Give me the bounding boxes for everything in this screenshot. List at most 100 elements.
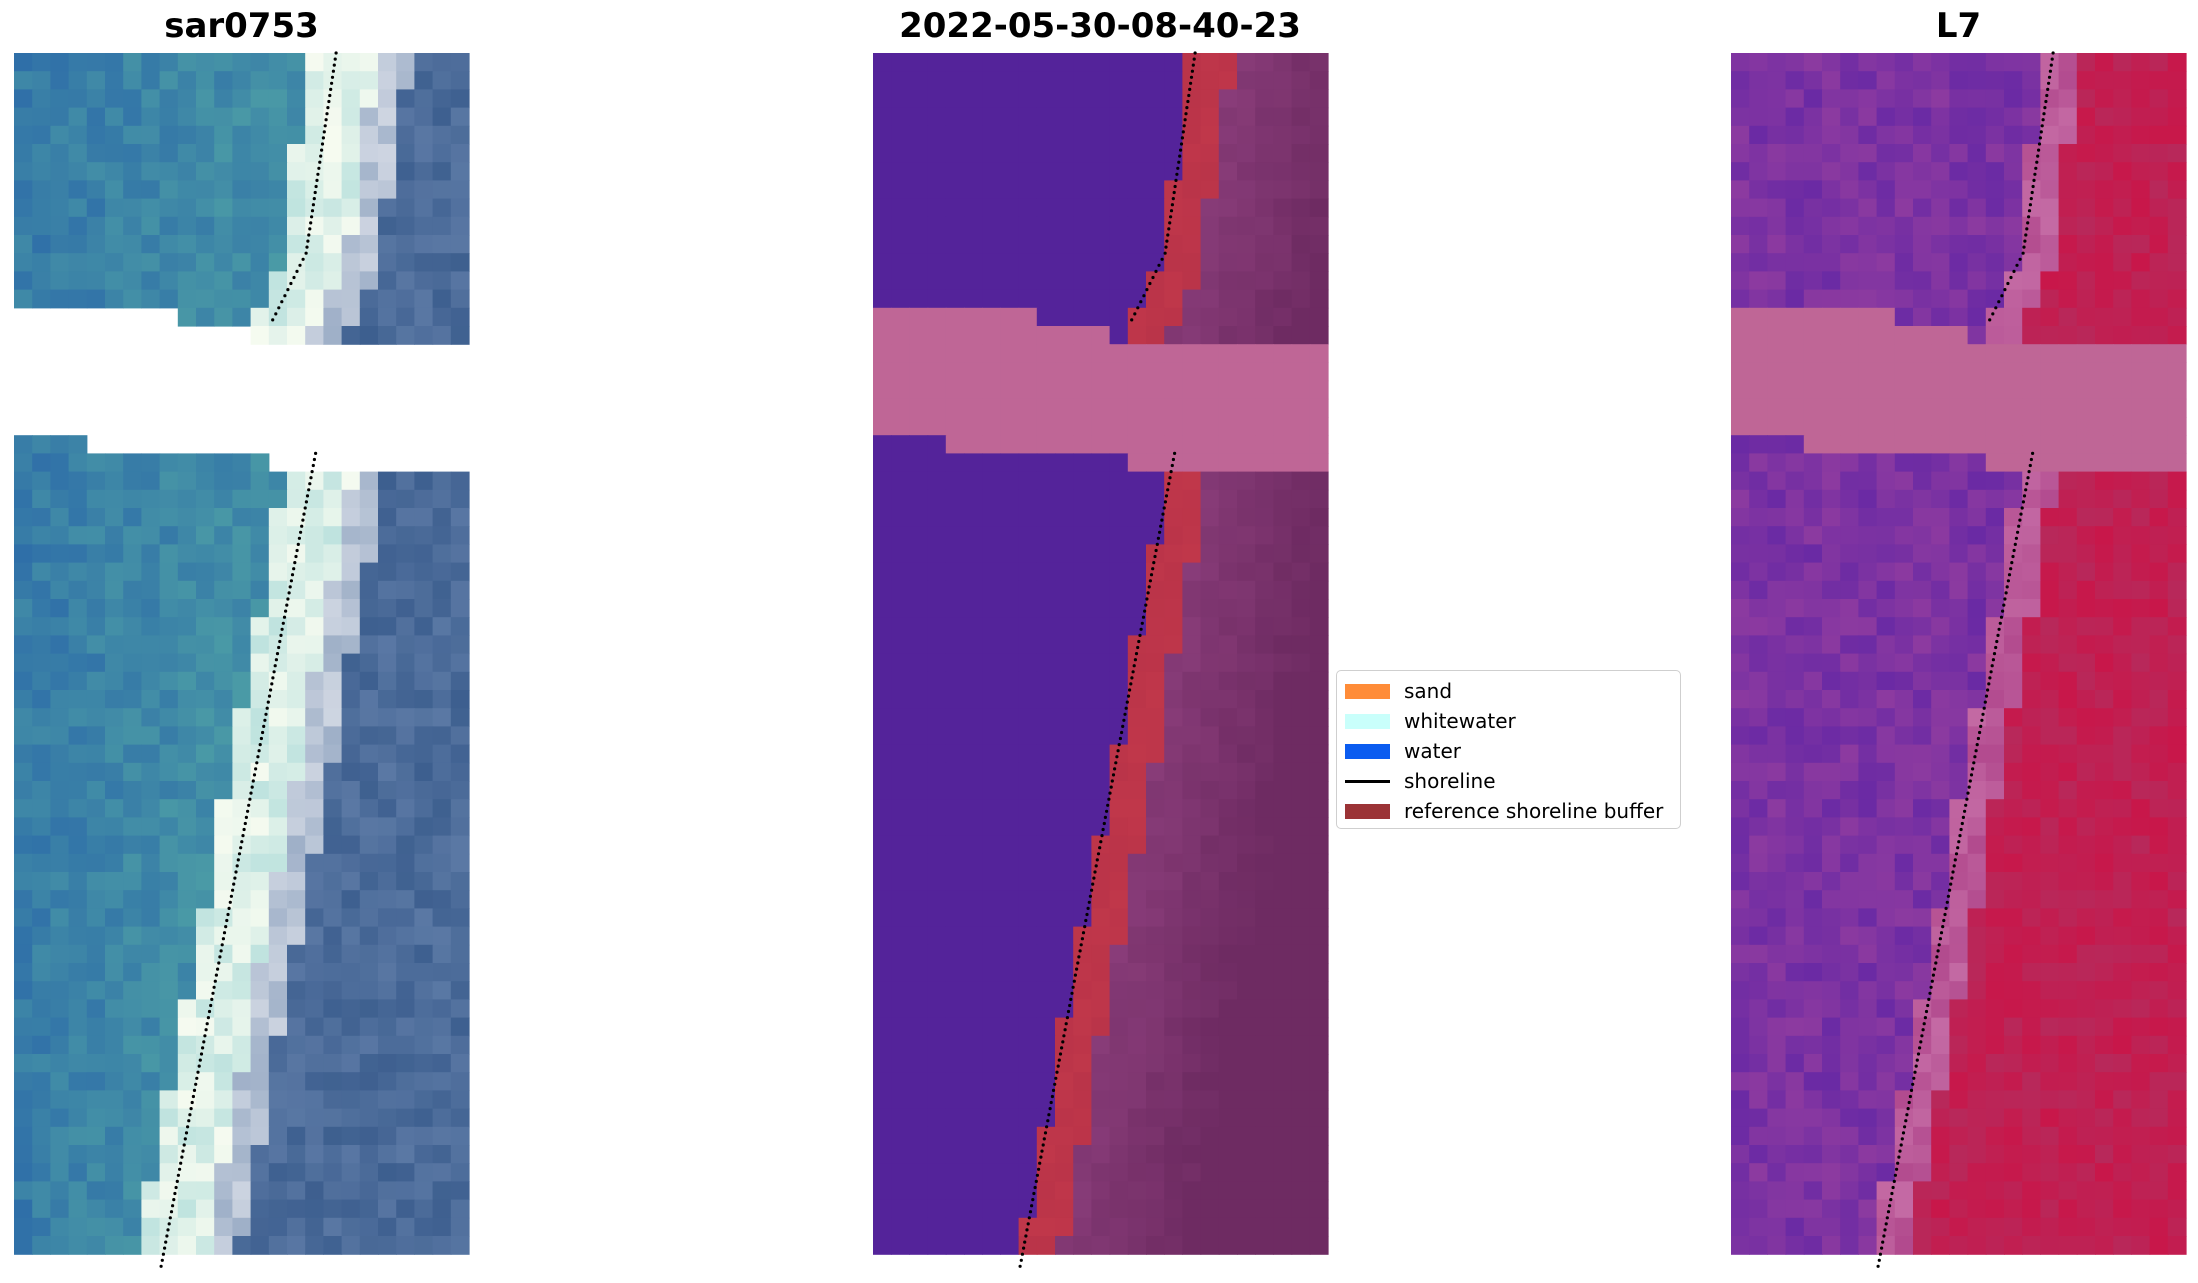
shoreline-point xyxy=(1151,567,1155,571)
shoreline-point xyxy=(178,1167,182,1171)
shoreline-point xyxy=(1912,1076,1916,1080)
shoreline-point xyxy=(2006,579,2010,583)
shoreline-point xyxy=(1134,652,1139,656)
shoreline-point xyxy=(1069,997,1073,1002)
shoreline-point xyxy=(1978,730,1982,735)
shoreline-point xyxy=(1141,615,1146,619)
shoreline-point xyxy=(1169,215,1173,219)
shoreline-point xyxy=(1906,1107,1910,1111)
shoreline-point xyxy=(274,312,278,316)
shoreline-point xyxy=(1903,1125,1907,1129)
shoreline-point xyxy=(175,1179,179,1183)
shoreline-point xyxy=(1163,500,1167,504)
shoreline-point xyxy=(264,712,268,716)
shoreline-point xyxy=(2029,197,2033,201)
shoreline-point xyxy=(2027,209,2032,213)
shoreline-point xyxy=(2026,221,2030,225)
shoreline-point xyxy=(324,118,328,122)
shoreline-point xyxy=(2021,500,2025,504)
shoreline-point xyxy=(1051,1088,1056,1092)
shoreline-point xyxy=(2022,245,2026,249)
shoreline-point xyxy=(2046,87,2050,91)
shoreline-point xyxy=(2027,215,2031,219)
shoreline-point xyxy=(1907,1100,1911,1105)
shoreline-point xyxy=(1045,1125,1049,1129)
shoreline-point xyxy=(2034,166,2038,170)
shoreline-point xyxy=(1921,1028,1925,1032)
shoreline-point xyxy=(2020,506,2024,510)
shoreline-point xyxy=(1023,1240,1027,1244)
shoreline-point xyxy=(2033,172,2037,176)
shoreline-point xyxy=(1172,190,1176,195)
shoreline-point xyxy=(288,585,292,589)
shoreline-point xyxy=(1091,882,1095,886)
shoreline-point xyxy=(1909,1088,1914,1092)
shoreline-point xyxy=(304,500,308,504)
shoreline-point xyxy=(1130,318,1134,322)
shoreline-point xyxy=(323,124,327,128)
shoreline-point xyxy=(171,1204,175,1208)
shoreline-point xyxy=(283,294,287,298)
shoreline-point xyxy=(2027,470,2031,474)
shoreline-point xyxy=(1980,718,1984,722)
shoreline-point xyxy=(1027,1216,1031,1220)
shoreline-point xyxy=(2022,494,2027,498)
shoreline-point xyxy=(244,815,248,820)
shoreline-point xyxy=(1957,840,1961,844)
shoreline-point xyxy=(1181,130,1185,134)
classified-image-panel xyxy=(873,51,1329,1268)
shoreline-point xyxy=(1919,1040,1923,1044)
shoreline-point xyxy=(227,906,231,911)
shoreline-point xyxy=(257,749,261,753)
shoreline-point xyxy=(310,470,314,474)
shoreline-point xyxy=(1876,1264,1880,1268)
shoreline-point xyxy=(2024,488,2028,492)
shoreline-point xyxy=(1904,1119,1908,1123)
shoreline-point xyxy=(243,821,247,826)
shoreline-point xyxy=(235,864,239,868)
shoreline-point xyxy=(289,579,293,583)
shoreline-point xyxy=(233,876,237,880)
shoreline-point xyxy=(1105,809,1109,813)
shoreline-point xyxy=(241,834,245,838)
shoreline-point xyxy=(1929,985,1933,989)
shoreline-point xyxy=(293,561,297,565)
shoreline-point xyxy=(1102,821,1106,826)
shoreline-point xyxy=(334,51,338,55)
shoreline-point xyxy=(295,548,299,553)
shoreline-point xyxy=(220,943,224,947)
shoreline-point xyxy=(197,1064,201,1068)
shoreline-point xyxy=(2016,530,2020,534)
shoreline-point xyxy=(255,761,259,765)
shoreline-point xyxy=(331,69,335,73)
shoreline-point xyxy=(210,997,214,1002)
shoreline-point xyxy=(286,288,290,292)
shoreline-point xyxy=(1159,524,1163,528)
shoreline-point xyxy=(1988,318,1992,322)
shoreline-point xyxy=(160,1258,164,1262)
shoreline-point xyxy=(231,888,235,892)
shoreline-point xyxy=(1911,1082,1915,1086)
shoreline-point xyxy=(2044,99,2048,104)
shoreline-point xyxy=(1883,1228,1887,1232)
shoreline-point xyxy=(169,1210,174,1214)
shoreline-point xyxy=(326,106,330,110)
shoreline-point xyxy=(1148,281,1152,286)
shoreline-point xyxy=(183,1137,187,1141)
shoreline-point xyxy=(182,1143,186,1147)
shoreline-point xyxy=(1163,251,1167,255)
shoreline-point xyxy=(1148,579,1152,583)
shoreline-point xyxy=(1173,184,1177,189)
shoreline-point xyxy=(294,554,298,559)
shoreline-point xyxy=(166,1228,170,1232)
shoreline-point xyxy=(211,991,215,995)
shoreline-point xyxy=(1976,736,1980,741)
shoreline-point xyxy=(1098,846,1102,850)
shoreline-point xyxy=(312,457,316,462)
shoreline-point xyxy=(1062,1034,1066,1038)
shoreline-point xyxy=(2031,451,2035,455)
shoreline-point xyxy=(188,1113,192,1117)
shoreline-point xyxy=(242,827,246,832)
shoreline-point xyxy=(168,1216,172,1220)
shoreline-point xyxy=(1130,676,1134,680)
